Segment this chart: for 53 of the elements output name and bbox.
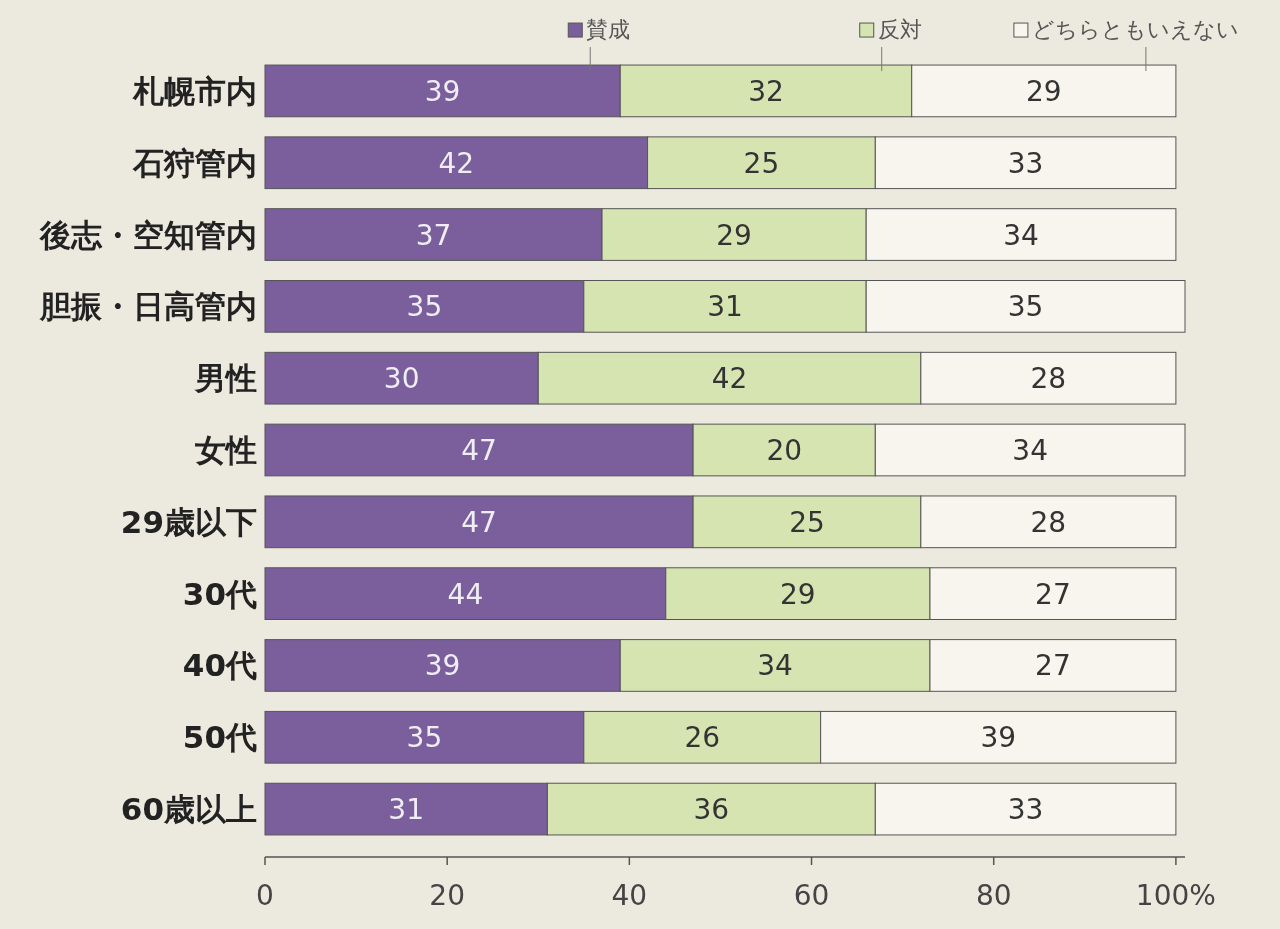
data-label: 39 bbox=[424, 649, 461, 683]
data-label: 29 bbox=[1025, 74, 1062, 108]
data-label: 39 bbox=[980, 721, 1017, 755]
y-tick-label: 50代 bbox=[182, 719, 257, 756]
data-label: 32 bbox=[748, 74, 784, 108]
x-tick-label: 20 bbox=[429, 879, 465, 912]
data-label: 27 bbox=[1035, 649, 1071, 683]
legend-label: 反対 bbox=[877, 17, 922, 43]
data-label: 34 bbox=[757, 649, 793, 683]
y-tick-label: 30代 bbox=[182, 575, 257, 612]
data-label: 37 bbox=[415, 218, 452, 252]
data-label: 25 bbox=[789, 505, 825, 539]
data-label: 29 bbox=[716, 218, 752, 252]
data-label: 35 bbox=[406, 721, 443, 755]
data-label: 47 bbox=[461, 505, 497, 539]
x-tick-label: 0 bbox=[256, 879, 274, 912]
y-tick-label: 女性 bbox=[194, 432, 257, 468]
y-tick-label: 後志・空知管内 bbox=[39, 216, 257, 253]
y-tick-label: 男性 bbox=[194, 360, 257, 397]
x-tick-label: 60 bbox=[793, 879, 830, 912]
data-label: 33 bbox=[1007, 146, 1044, 180]
data-label: 42 bbox=[438, 146, 475, 180]
data-label: 29 bbox=[780, 577, 816, 611]
data-label: 47 bbox=[461, 434, 497, 467]
x-tick-label: 40 bbox=[611, 879, 648, 912]
x-tick-label: 100% bbox=[1135, 879, 1216, 912]
data-label: 28 bbox=[1030, 505, 1067, 539]
legend-label: どちらともいえない bbox=[1031, 17, 1239, 43]
data-label: 33 bbox=[1007, 793, 1044, 827]
data-label: 31 bbox=[707, 290, 743, 324]
data-label: 34 bbox=[1012, 434, 1048, 467]
y-tick-label: 29歳以下 bbox=[120, 503, 257, 540]
data-label: 20 bbox=[766, 434, 803, 467]
data-label: 36 bbox=[693, 793, 730, 827]
data-label: 27 bbox=[1035, 577, 1071, 611]
data-label: 35 bbox=[1007, 290, 1044, 324]
data-label: 26 bbox=[684, 721, 721, 755]
data-label: 35 bbox=[406, 290, 443, 324]
data-label: 44 bbox=[447, 577, 484, 611]
data-label: 39 bbox=[424, 74, 461, 108]
y-tick-label: 胆振・日高管内 bbox=[39, 288, 257, 325]
data-label: 34 bbox=[1003, 218, 1039, 252]
y-tick-label: 60歳以上 bbox=[120, 791, 257, 828]
legend-label: 賛成 bbox=[586, 17, 631, 43]
data-label: 42 bbox=[711, 362, 748, 396]
data-label: 30 bbox=[383, 362, 420, 396]
y-tick-label: 石狩管内 bbox=[132, 144, 257, 181]
x-tick-label: 80 bbox=[975, 879, 1012, 912]
data-label: 28 bbox=[1030, 362, 1067, 396]
y-tick-label: 40代 bbox=[182, 647, 257, 684]
data-label: 31 bbox=[388, 793, 425, 827]
data-label: 25 bbox=[743, 146, 780, 180]
y-tick-label: 札幌市内 bbox=[132, 72, 257, 109]
